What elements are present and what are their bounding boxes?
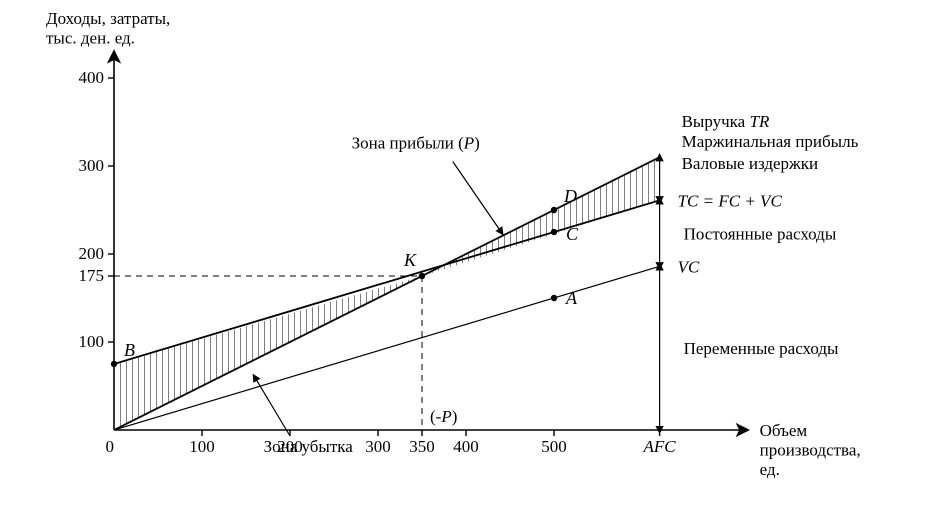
y-tick-400: 400 <box>79 68 105 87</box>
label-gross-costs: Валовые издержки <box>682 154 819 173</box>
point-label-C: C <box>566 224 579 244</box>
point-label-K: К <box>403 250 417 270</box>
x-tick-afc: AFC <box>643 437 677 456</box>
x-tick-100: 100 <box>189 437 215 456</box>
point-D <box>551 207 557 213</box>
label-loss-zone: Зона убытка <box>264 437 354 456</box>
break-even-chart: 0100200300350400500AFC100175200300400Дох… <box>0 0 930 523</box>
point-B <box>111 361 117 367</box>
label-tc-formula: TC = FC + VC <box>678 191 783 210</box>
x-tick-400: 400 <box>453 437 479 456</box>
y-tick-175: 175 <box>79 266 105 285</box>
point-label-B: B <box>124 340 135 360</box>
label-loss-zone-p: (-P) <box>430 407 457 426</box>
x-tick-500: 500 <box>541 437 567 456</box>
label-variable-costs: Переменные расходы <box>684 339 839 358</box>
point-label-A: A <box>565 288 578 308</box>
x-tick-0: 0 <box>106 437 115 456</box>
label-vc: VC <box>678 257 700 276</box>
y-tick-200: 200 <box>79 244 105 263</box>
y-tick-100: 100 <box>79 332 105 351</box>
point-label-D: D <box>563 186 577 206</box>
point-A <box>551 295 557 301</box>
label-profit-zone: Зона прибыли (P) <box>352 133 480 152</box>
x-tick-350: 350 <box>409 437 435 456</box>
y-tick-300: 300 <box>79 156 105 175</box>
point-K <box>419 273 425 279</box>
point-C <box>551 229 557 235</box>
label-tr: Выручка TR <box>682 112 770 131</box>
x-tick-300: 300 <box>365 437 391 456</box>
label-marginal-profit: Маржинальная прибыль <box>682 132 859 151</box>
label-fixed-costs: Постоянные расходы <box>684 224 837 243</box>
